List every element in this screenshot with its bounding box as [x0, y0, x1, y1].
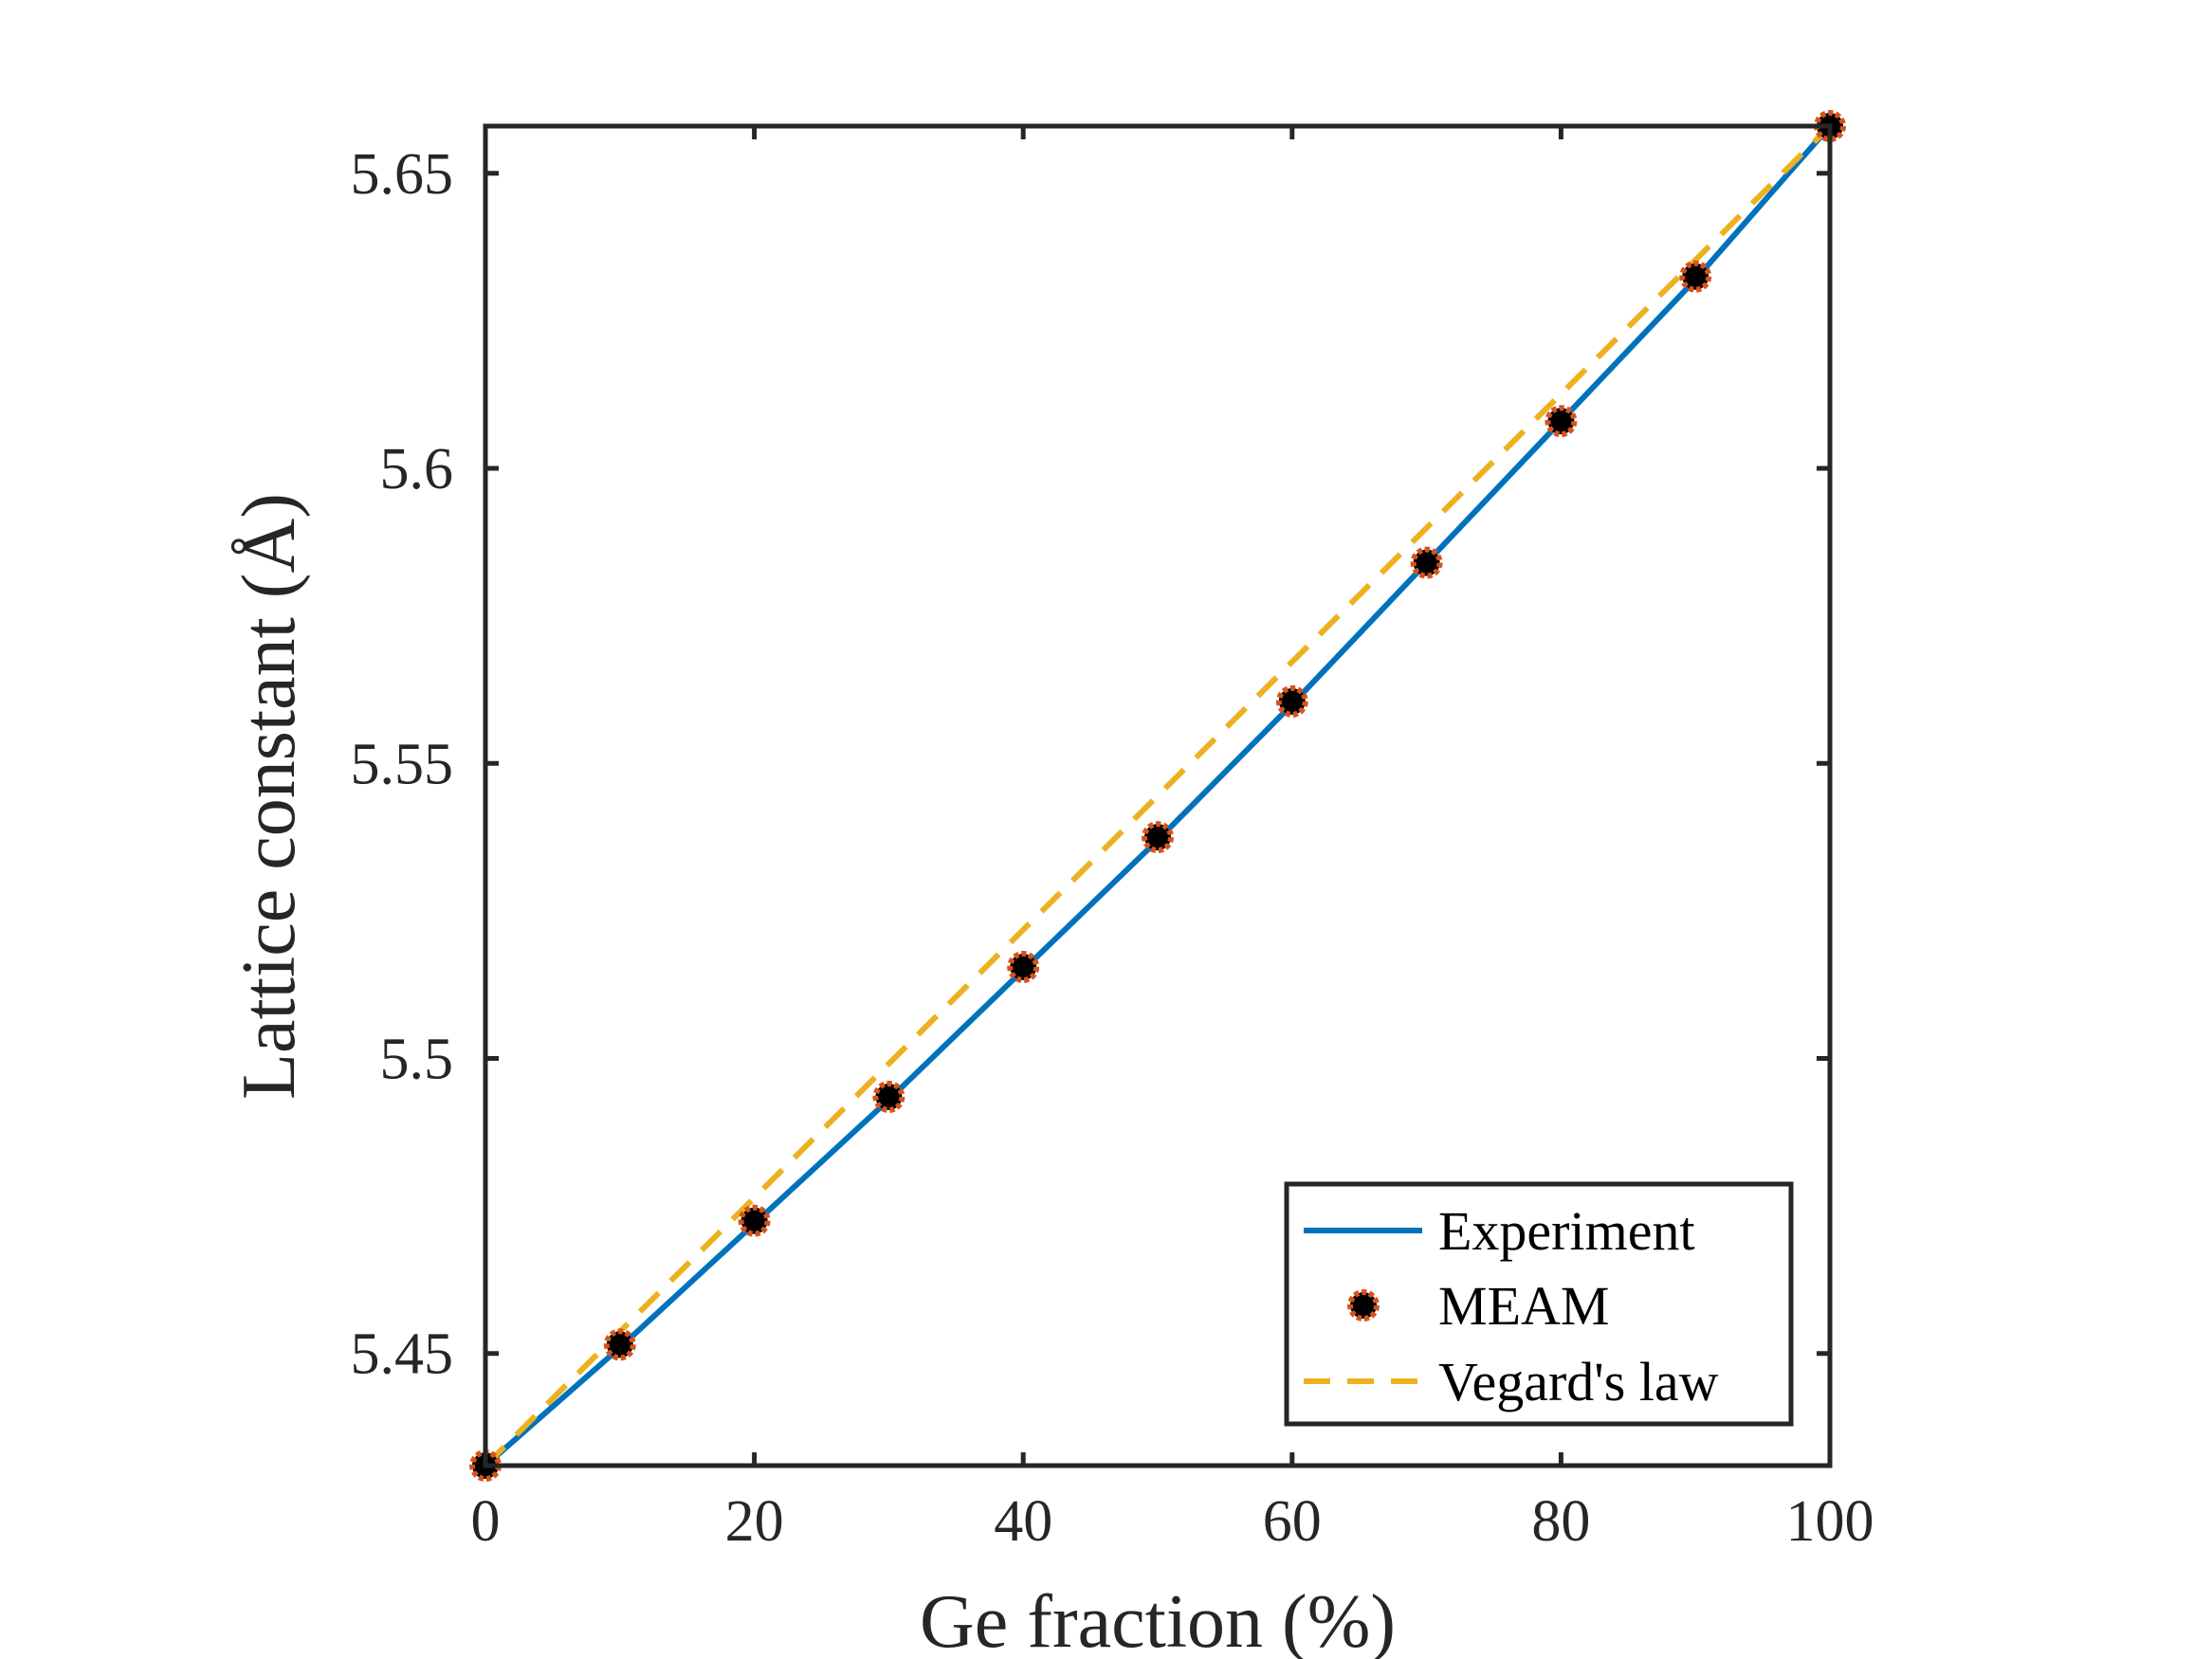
y-tick-label: 5.55: [351, 732, 454, 796]
x-tick-label: 0: [471, 1489, 501, 1554]
x-tick-label: 20: [725, 1489, 784, 1554]
meam-point: [1679, 260, 1712, 293]
y-axis-label: Lattice constant (Å): [228, 493, 311, 1100]
y-tick-label: 5.6: [380, 437, 454, 501]
x-tick-label: 80: [1531, 1489, 1590, 1554]
y-tick-label: 5.45: [351, 1322, 454, 1387]
meam-point: [1007, 951, 1040, 983]
y-tick-label: 5.65: [351, 142, 454, 207]
plot-frame: [483, 123, 1833, 1468]
x-tick-label: 40: [994, 1489, 1052, 1554]
meam-point: [738, 1204, 771, 1237]
legend-label-meam: MEAM: [1438, 1275, 1609, 1337]
meam-point: [1275, 684, 1308, 718]
tick-labels: 0 20 40 60 80 100 5.45 5.5 5.55 5.6 5.65: [351, 142, 1874, 1554]
y-tick-label: 5.5: [380, 1027, 454, 1091]
legend-label-experiment: Experiment: [1438, 1200, 1695, 1262]
legend-swatch-meam: [1347, 1289, 1380, 1322]
x-tick-label: 60: [1263, 1489, 1322, 1554]
meam-point: [603, 1328, 636, 1361]
x-axis-label: Ge fraction (%): [920, 1580, 1396, 1659]
legend-label-vegard: Vegard's law: [1438, 1351, 1719, 1413]
x-tick-label: 100: [1786, 1489, 1874, 1554]
legend: Experiment MEAM Vegard's law: [1284, 1181, 1794, 1427]
series-vegard-line: [483, 123, 1833, 1468]
meam-point: [872, 1081, 905, 1113]
series-layer: [469, 110, 1846, 1482]
meam-point: [1545, 405, 1578, 438]
meam-point: [1142, 821, 1174, 854]
meam-point: [1410, 546, 1443, 579]
